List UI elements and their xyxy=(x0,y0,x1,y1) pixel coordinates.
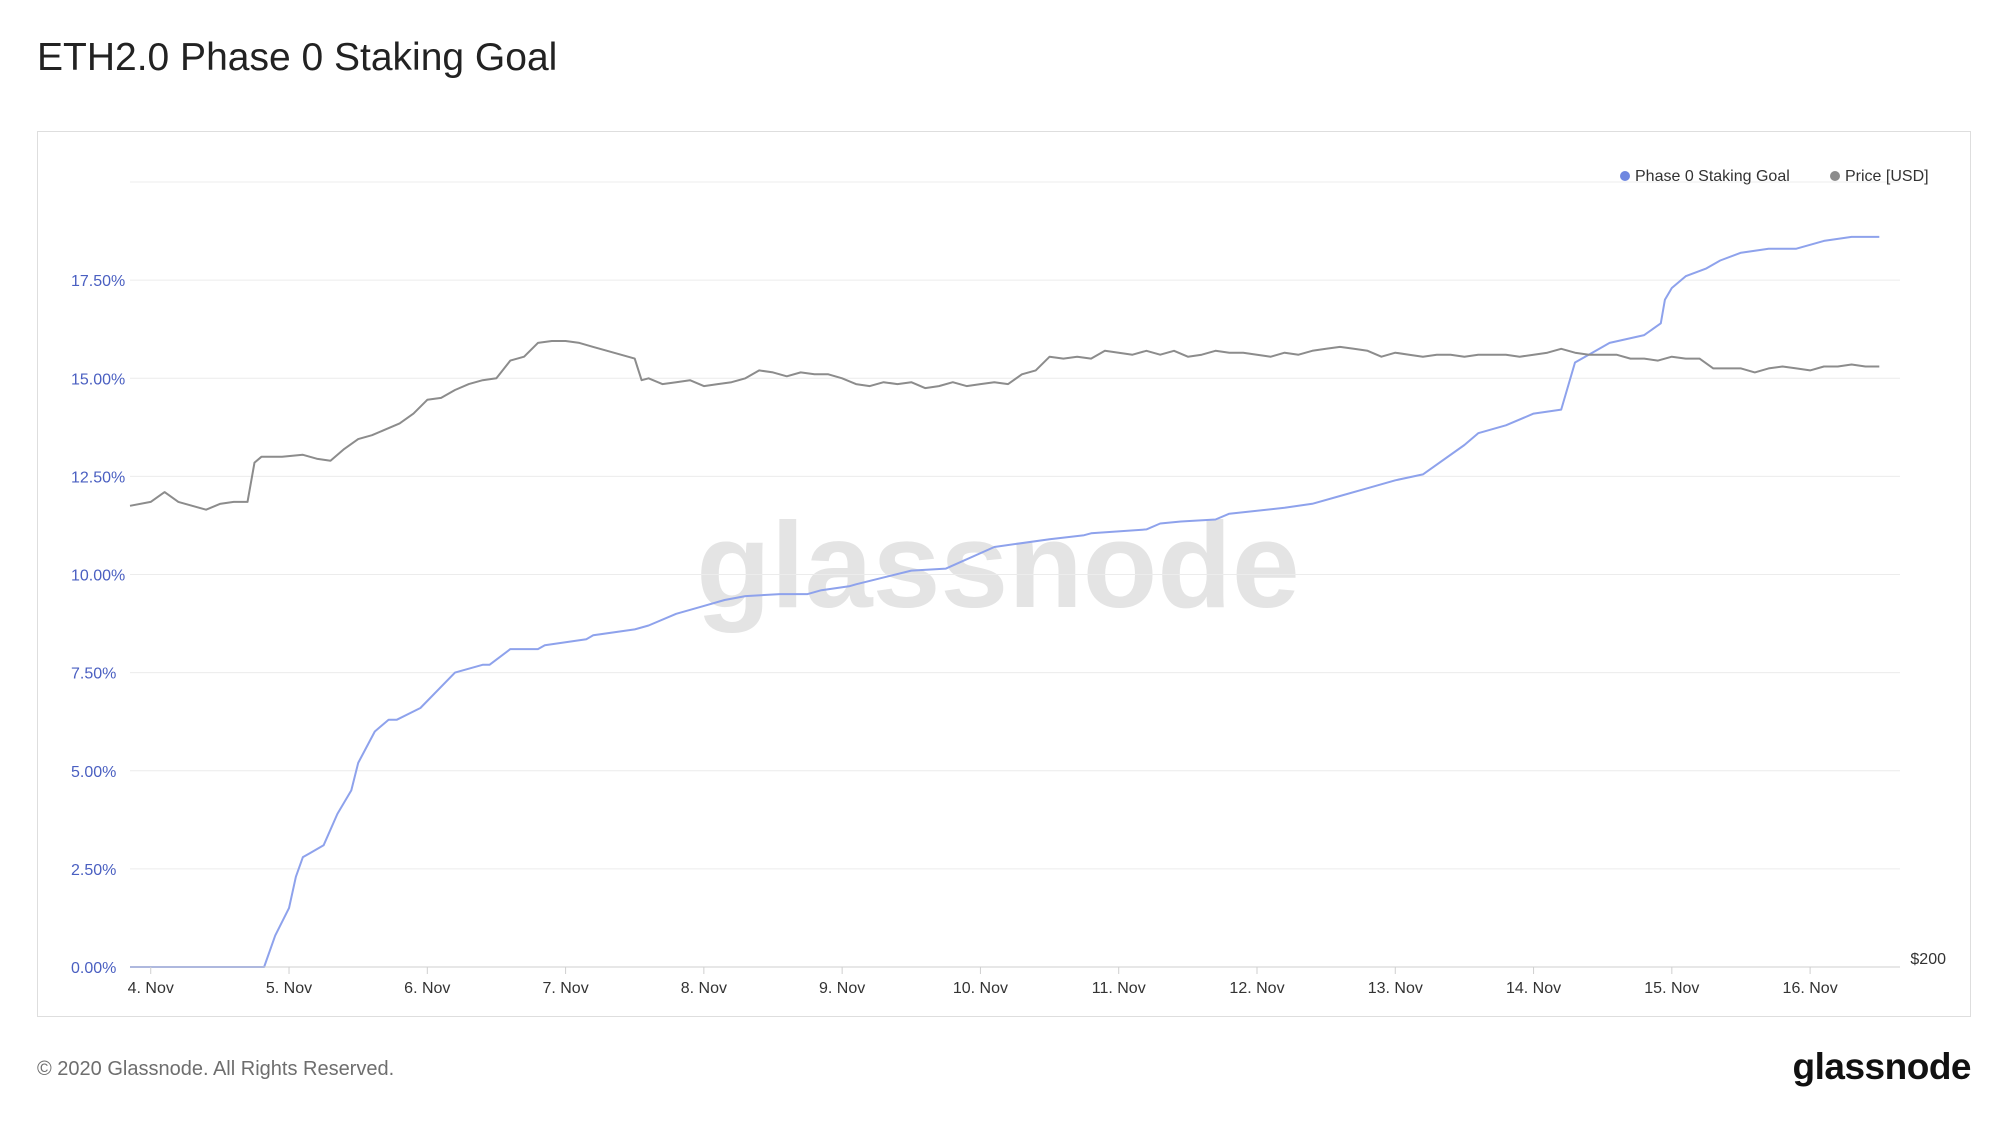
x-tick-label: 4. Nov xyxy=(128,980,174,997)
footer-logo[interactable]: glassnode xyxy=(1792,1046,1972,1087)
y-tick-label-left: 2.50% xyxy=(71,862,116,879)
chart-legend[interactable]: Phase 0 Staking Goal Price [USD] xyxy=(1620,168,1929,185)
x-tick-label: 14. Nov xyxy=(1506,980,1561,997)
y-tick-label-right: $200 xyxy=(1910,951,1946,968)
series-layer xyxy=(129,235,1880,968)
chart-canvas: glassnode 0.00% 2.50% 5.00% 7.50% 10.00% 12.5… xyxy=(71,168,1946,997)
x-tick-label: 13. Nov xyxy=(1368,980,1423,997)
series-line-price[interactable] xyxy=(129,340,1880,511)
x-tick-label: 8. Nov xyxy=(681,980,727,997)
series-line-staking[interactable] xyxy=(130,235,1880,968)
watermark: glassnode xyxy=(696,497,1299,633)
x-tick-label: 7. Nov xyxy=(542,980,588,997)
y-tick-label-left: 10.00% xyxy=(71,568,125,585)
legend-item-staking[interactable]: Phase 0 Staking Goal xyxy=(1620,168,1790,185)
legend-label-price: Price [USD] xyxy=(1845,168,1929,185)
legend-dot-price-icon xyxy=(1830,171,1840,181)
legend-item-price[interactable]: Price [USD] xyxy=(1830,168,1929,185)
y-tick-label-left: 15.00% xyxy=(71,371,125,388)
x-tick-label: 16. Nov xyxy=(1783,980,1838,997)
x-tick-label: 9. Nov xyxy=(819,980,865,997)
chart-frame: glassnode 0.00% 2.50% 5.00% 7.50% 10.00% 12.5… xyxy=(37,131,1971,1017)
y-tick-label-left: 5.00% xyxy=(71,764,116,781)
y-tick-label-left: 17.50% xyxy=(71,273,125,290)
legend-label-staking: Phase 0 Staking Goal xyxy=(1635,168,1790,185)
x-tick-label: 10. Nov xyxy=(953,980,1008,997)
y-tick-label-left: 0.00% xyxy=(71,960,116,977)
y-tick-label-left: 12.50% xyxy=(71,469,125,486)
legend-dot-staking-icon xyxy=(1620,171,1630,181)
axis-layer: 0.00% 2.50% 5.00% 7.50% 10.00% 12.50% 15.00% 17… xyxy=(71,273,1946,997)
x-tick-label: 5. Nov xyxy=(266,980,312,997)
y-tick-label-left: 7.50% xyxy=(71,666,116,683)
footer-copyright: © 2020 Glassnode. All Rights Reserved. xyxy=(37,1058,395,1080)
grid-layer xyxy=(130,181,1900,968)
x-tick-label: 11. Nov xyxy=(1092,980,1146,997)
x-tick-label: 6. Nov xyxy=(404,980,450,997)
x-tick-label: 15. Nov xyxy=(1644,980,1699,997)
x-tick-label: 12. Nov xyxy=(1229,980,1284,997)
page-title: ETH2.0 Phase 0 Staking Goal xyxy=(37,36,558,79)
